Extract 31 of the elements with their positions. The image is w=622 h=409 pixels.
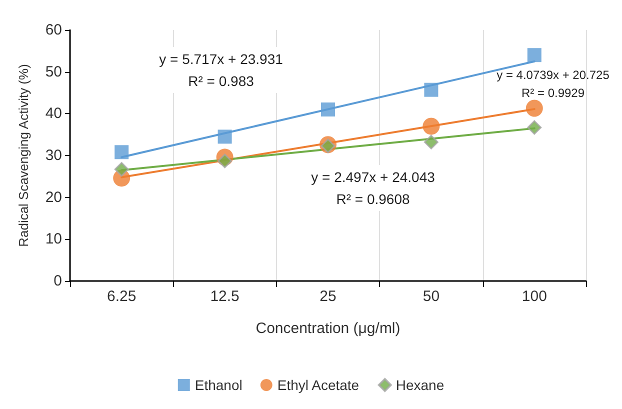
x-tick-label: 100: [522, 288, 547, 305]
point: [321, 102, 335, 116]
y-tick-label: 10: [45, 230, 62, 248]
x-tick-label: 50: [422, 288, 440, 305]
legend-label: Ethanol: [194, 377, 242, 393]
y-tick-label: 40: [45, 105, 62, 122]
point: [424, 134, 438, 150]
point: [526, 100, 543, 117]
annotation: y = 5.717x + 23.931 R² = 0.983: [159, 51, 284, 89]
point: [114, 162, 129, 177]
point: [527, 120, 542, 135]
y-axis-title: Radical Scavenging Activity (%): [16, 64, 31, 247]
legend-label: Ethyl Acetate: [277, 377, 360, 393]
y-tick-label: 0: [54, 272, 62, 290]
x-tick-label: 12.5: [210, 288, 240, 305]
y-tick-label: 20: [45, 188, 62, 206]
y-tick-label: 50: [45, 63, 62, 80]
annotation: y = 2.497x + 24.043 R² = 0.9608: [311, 169, 436, 207]
point: [527, 48, 542, 62]
point: [424, 82, 438, 97]
annotation: y = 4.0739x + 20.725 R² = 0.9929: [496, 68, 610, 100]
point: [422, 118, 440, 135]
x-axis-title: Concentration (μg/ml): [256, 320, 400, 337]
x-tick-label: 25: [320, 288, 336, 305]
y-tick-label: 60: [45, 22, 62, 38]
point: [114, 145, 129, 160]
x-tick-label: 6.25: [107, 288, 136, 305]
legend-label: Hexane: [396, 377, 444, 393]
y-tick-label: 30: [45, 147, 62, 164]
point: [218, 130, 232, 144]
point: [218, 154, 232, 168]
